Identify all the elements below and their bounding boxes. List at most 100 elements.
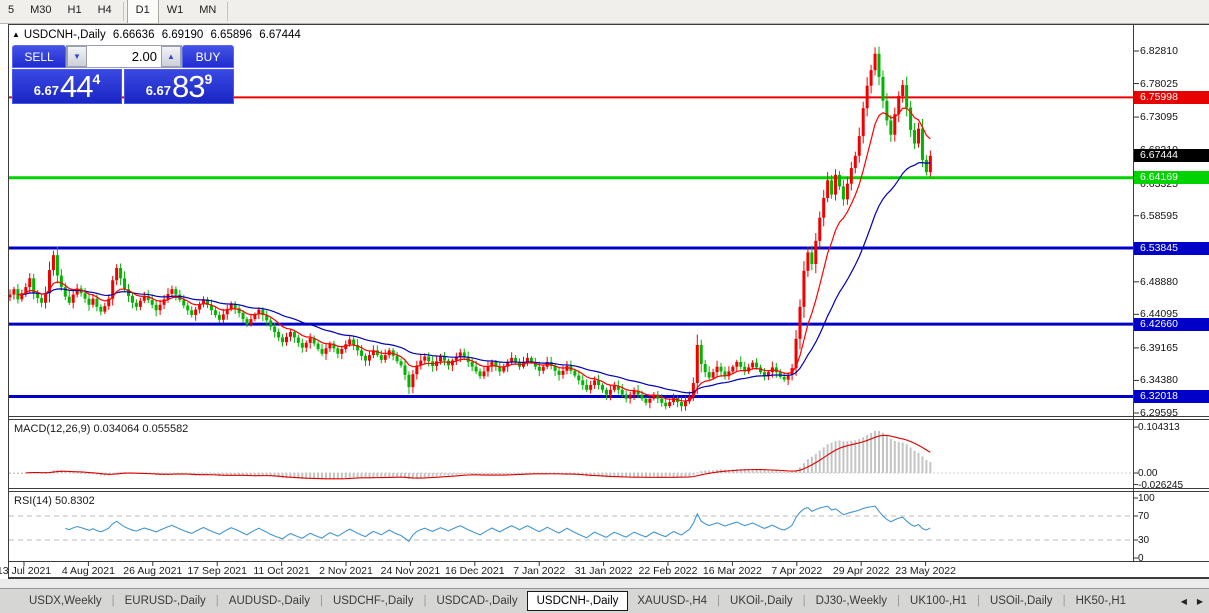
ohlc-open: 6.66636 <box>112 29 155 41</box>
chart-tab-8[interactable]: UKOil-,Daily <box>730 595 793 607</box>
current-price-badge: 6.67444 <box>1134 149 1209 163</box>
timeframe-toolbar: 5 M30 H1 H4 D1 W1 MN <box>0 0 1209 24</box>
timeframe-button-d1[interactable]: D1 <box>126 0 159 23</box>
date-axis-label: 22 Feb 2022 <box>638 565 698 577</box>
one-click-trade-widget: SELL ▼ ▲ BUY 6.67 44 4 6.67 83 9 <box>12 45 234 104</box>
volume-input[interactable] <box>87 46 161 67</box>
macd-panel-top-border <box>8 419 1209 420</box>
price-axis-tick: 6.73095 <box>1140 111 1178 124</box>
buy-price[interactable]: 6.67 83 9 <box>124 69 234 104</box>
date-axis-label: 13 Jul 2021 <box>0 565 52 577</box>
rsi-value: 50.8302 <box>54 495 95 507</box>
chart-title: ▲ USDCNH-,Daily 6.66636 6.69190 6.65896 6… <box>12 29 305 41</box>
chart-tab-3[interactable]: AUDUSD-,Daily <box>228 595 310 607</box>
date-axis-label: 26 Aug 2021 <box>123 565 183 577</box>
chart-tab-bar: USDX,Weekly | EURUSD-,Daily | AUDUSD-,Daily |… <box>0 588 1209 613</box>
price-level-badge: 6.53845 <box>1134 241 1209 255</box>
price-axis-tick: 6.78025 <box>1140 77 1178 90</box>
chart-tab-1[interactable]: USDX,Weekly <box>29 595 102 607</box>
tab-separator: | <box>111 595 115 607</box>
symbol-marker-icon: ▲ <box>12 30 20 39</box>
timeframe-button-h4[interactable]: H4 <box>97 4 112 16</box>
chart-tab-10[interactable]: UK100-,H1 <box>910 595 967 607</box>
tab-scroll-right-icon[interactable]: ▶ <box>1196 596 1203 606</box>
tab-separator: | <box>1062 595 1066 607</box>
frame-bottom <box>8 577 1209 579</box>
sell-price[interactable]: 6.67 44 4 <box>12 69 122 104</box>
chart-tab-7[interactable]: XAUUSD-,H4 <box>637 595 708 607</box>
price-axis-tick: 6.58595 <box>1140 209 1178 222</box>
date-axis-label: 7 Jan 2022 <box>513 565 566 577</box>
macd-axis-tick: -0.026245 <box>1138 479 1184 491</box>
chart-tab-12[interactable]: HK50-,H1 <box>1075 595 1127 607</box>
sell-button[interactable]: SELL <box>12 45 66 68</box>
price-level-badge: 6.42660 <box>1134 317 1209 331</box>
frame-top <box>8 24 1209 25</box>
toolbar-separator <box>122 2 124 21</box>
axis-separator <box>1133 24 1134 562</box>
rsi-axis-tick: 0 <box>1138 553 1144 564</box>
ohlc-close: 6.67444 <box>259 29 301 41</box>
volume-increase-icon[interactable]: ▲ <box>161 46 181 67</box>
price-axis-tick: 6.39165 <box>1140 341 1178 354</box>
tab-separator: | <box>423 595 427 607</box>
timeframe-button-5[interactable]: 5 <box>8 4 15 16</box>
price-level-badge: 6.32018 <box>1134 390 1209 404</box>
chart-tab-11[interactable]: USOil-,Daily <box>989 595 1053 607</box>
timeframe-button-mn[interactable]: MN <box>199 4 217 16</box>
chart-tab-5[interactable]: USDCAD-,Daily <box>436 595 518 607</box>
macd-axis-tick: 0.104313 <box>1138 422 1180 434</box>
chart-tab-9[interactable]: DJ30-,Weekly <box>815 595 888 607</box>
price-axis-tick: 6.48880 <box>1140 275 1178 288</box>
frame-left <box>8 24 9 578</box>
macd-name: MACD(12,26,9) <box>14 423 91 435</box>
date-axis-label: 16 Mar 2022 <box>702 565 762 577</box>
price-axis-tick: 6.82810 <box>1140 44 1178 57</box>
timeframe-button-w1[interactable]: W1 <box>166 4 184 16</box>
date-axis-label: 29 Apr 2022 <box>832 565 890 577</box>
volume-spinner: ▼ ▲ <box>66 45 182 68</box>
tab-separator: | <box>802 595 806 607</box>
tab-separator: | <box>717 595 721 607</box>
date-axis-label: 23 May 2022 <box>895 565 956 577</box>
timeframe-button-m30[interactable]: M30 <box>30 4 52 16</box>
chart-tab-2[interactable]: EURUSD-,Daily <box>124 595 206 607</box>
buy-button[interactable]: BUY <box>182 45 234 68</box>
chart-tab-6[interactable]: USDCNH-,Daily <box>526 591 629 611</box>
tab-separator: | <box>976 595 980 607</box>
buy-price-big: 83 <box>172 69 205 104</box>
buy-price-pip: 9 <box>204 71 213 87</box>
tab-separator: | <box>897 595 901 607</box>
tab-separator: | <box>215 595 219 607</box>
sell-price-big: 44 <box>60 69 93 104</box>
chart-tab-4[interactable]: USDCHF-,Daily <box>332 595 414 607</box>
toolbar-separator <box>227 2 229 21</box>
volume-decrease-icon[interactable]: ▼ <box>67 46 87 67</box>
date-axis-label: 24 Nov 2021 <box>380 565 441 577</box>
timeframe-button-h1[interactable]: H1 <box>67 4 82 16</box>
rsi-label: RSI(14) 50.8302 <box>14 495 95 507</box>
sell-price-pip: 4 <box>92 71 101 87</box>
price-level-badge: 6.64169 <box>1134 171 1209 185</box>
main-panel-bottom-border <box>8 416 1209 417</box>
date-axis-label: 2 Nov 2021 <box>319 565 373 577</box>
rsi-panel[interactable] <box>9 492 1133 561</box>
price-axis-tick: 6.29595 <box>1140 407 1178 419</box>
rsi-axis-tick: 30 <box>1138 535 1150 546</box>
macd-panel[interactable] <box>9 420 1133 488</box>
tab-scroll-left-icon[interactable]: ◀ <box>1180 596 1187 606</box>
rsi-axis-tick: 70 <box>1138 511 1150 522</box>
sell-price-prefix: 6.67 <box>33 83 60 98</box>
bottom-strip <box>0 579 1209 588</box>
date-axis-label: 7 Apr 2022 <box>771 565 823 577</box>
date-axis-label: 17 Sep 2021 <box>187 565 247 577</box>
ohlc-high: 6.69190 <box>161 29 204 41</box>
tab-separator: | <box>319 595 323 607</box>
date-axis-label: 16 Dec 2021 <box>445 565 505 577</box>
rsi-panel-top-border <box>8 491 1209 492</box>
price-axis-tick: 6.44095 <box>1140 308 1178 321</box>
date-axis-label: 31 Jan 2022 <box>574 565 633 577</box>
macd-panel-bottom-border <box>8 488 1209 489</box>
rsi-name: RSI(14) <box>14 495 52 507</box>
